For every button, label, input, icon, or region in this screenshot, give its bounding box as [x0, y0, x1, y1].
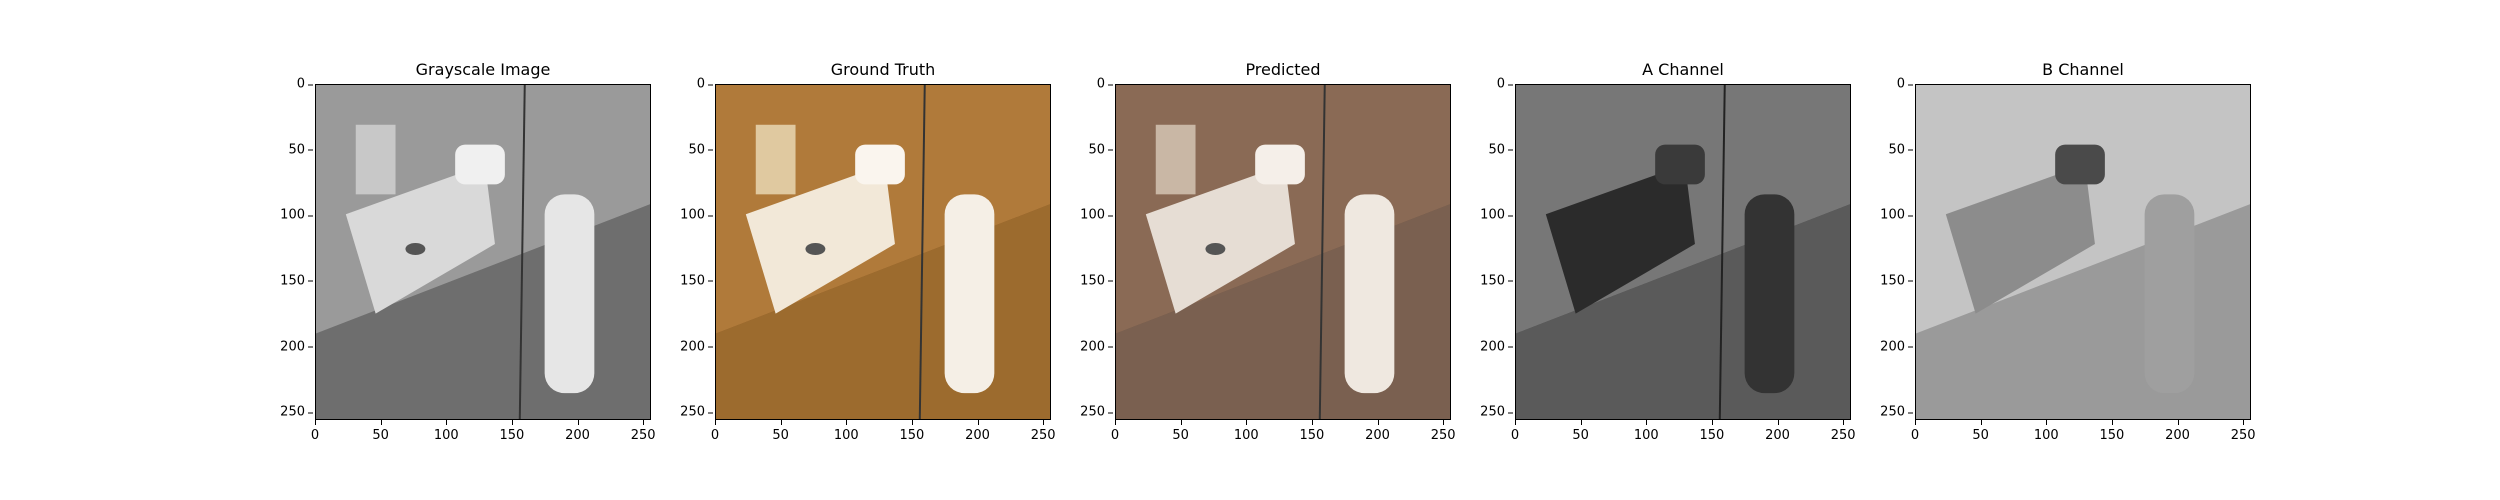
- predicted-bathroom-image: [1116, 85, 1450, 419]
- x-tick-label: 250: [623, 420, 663, 443]
- y-tick-label: 250: [1875, 405, 1913, 420]
- x-tick-label: 50: [761, 420, 801, 443]
- y-tick-label: 50: [275, 142, 313, 157]
- y-tick-label: 150: [275, 273, 313, 288]
- image-axes: [1515, 84, 1851, 420]
- x-tick-label: 150: [1292, 420, 1332, 443]
- x-tick-label: 250: [1823, 420, 1863, 443]
- panel-predicted: Predicted 0 0 50 50 100 100 150 150 200 200 250 250: [1075, 60, 1475, 470]
- panel-ground-truth: Ground Truth 0 0 50 50 100 100 150 150 200 200 250…: [675, 60, 1075, 470]
- x-tick-label: 0: [1495, 420, 1535, 443]
- x-tick-label: 0: [295, 420, 335, 443]
- x-tick-label: 200: [958, 420, 998, 443]
- panel-title: B Channel: [2042, 60, 2124, 79]
- panel-grayscale: Grayscale Image 0 0 50 50 100 100 150 150 200 200…: [275, 60, 675, 470]
- y-tick-label: 50: [1875, 142, 1913, 157]
- y-tick-label: 0: [275, 77, 313, 92]
- y-tick-label: 100: [675, 208, 713, 223]
- image-axes: [715, 84, 1051, 420]
- x-tick-label: 250: [1423, 420, 1463, 443]
- y-tick-label: 200: [675, 339, 713, 354]
- x-tick-label: 150: [1692, 420, 1732, 443]
- y-tick-label: 50: [675, 142, 713, 157]
- y-tick-label: 150: [1875, 273, 1913, 288]
- x-tick-label: 250: [1023, 420, 1063, 443]
- x-tick-label: 200: [558, 420, 598, 443]
- y-tick-label: 100: [275, 208, 313, 223]
- y-tick-label: 250: [675, 405, 713, 420]
- x-tick-label: 0: [1895, 420, 1935, 443]
- x-tick-label: 100: [1626, 420, 1666, 443]
- y-tick-label: 50: [1475, 142, 1513, 157]
- image-axes: [1115, 84, 1451, 420]
- panel-title: Predicted: [1245, 60, 1321, 79]
- ground-truth-bathroom-image: [716, 85, 1050, 419]
- y-tick-label: 150: [1475, 273, 1513, 288]
- x-tick-label: 100: [826, 420, 866, 443]
- panel-a-channel: A Channel 0 0 50 50 100 100 150 150 200 200 250 250: [1475, 60, 1875, 470]
- y-tick-label: 200: [1475, 339, 1513, 354]
- x-tick-label: 100: [1226, 420, 1266, 443]
- y-tick-label: 250: [1075, 405, 1113, 420]
- x-tick-label: 50: [361, 420, 401, 443]
- y-tick-label: 0: [1475, 77, 1513, 92]
- x-tick-label: 150: [2092, 420, 2132, 443]
- y-tick-label: 0: [1075, 77, 1113, 92]
- x-tick-label: 200: [1758, 420, 1798, 443]
- panel-b-channel: B Channel 0 0 50 50 100 100 150 150 200 200 250 250: [1875, 60, 2275, 470]
- x-tick-label: 50: [1561, 420, 1601, 443]
- y-tick-label: 100: [1475, 208, 1513, 223]
- y-tick-label: 0: [675, 77, 713, 92]
- panel-title: Ground Truth: [830, 60, 936, 79]
- y-tick-label: 250: [1475, 405, 1513, 420]
- x-tick-label: 200: [2158, 420, 2198, 443]
- x-tick-label: 50: [1161, 420, 1201, 443]
- y-tick-label: 50: [1075, 142, 1113, 157]
- grayscale-bathroom-image: [316, 85, 650, 419]
- x-tick-label: 0: [1095, 420, 1135, 443]
- y-tick-label: 250: [275, 405, 313, 420]
- y-tick-label: 100: [1075, 208, 1113, 223]
- y-tick-label: 150: [675, 273, 713, 288]
- x-tick-label: 150: [892, 420, 932, 443]
- x-tick-label: 0: [695, 420, 735, 443]
- panel-title: A Channel: [1642, 60, 1724, 79]
- y-tick-label: 100: [1875, 208, 1913, 223]
- x-tick-label: 200: [1358, 420, 1398, 443]
- image-axes: [1915, 84, 2251, 420]
- y-tick-label: 150: [1075, 273, 1113, 288]
- y-tick-label: 200: [1875, 339, 1913, 354]
- x-tick-label: 150: [492, 420, 532, 443]
- x-tick-label: 100: [426, 420, 466, 443]
- x-tick-label: 100: [2026, 420, 2066, 443]
- b-channel-image: [1916, 85, 2250, 419]
- y-tick-label: 200: [275, 339, 313, 354]
- y-tick-label: 200: [1075, 339, 1113, 354]
- panel-title: Grayscale Image: [415, 60, 551, 79]
- x-tick-label: 250: [2223, 420, 2263, 443]
- image-axes: [315, 84, 651, 420]
- a-channel-image: [1516, 85, 1850, 419]
- x-tick-label: 50: [1961, 420, 2001, 443]
- y-tick-label: 0: [1875, 77, 1913, 92]
